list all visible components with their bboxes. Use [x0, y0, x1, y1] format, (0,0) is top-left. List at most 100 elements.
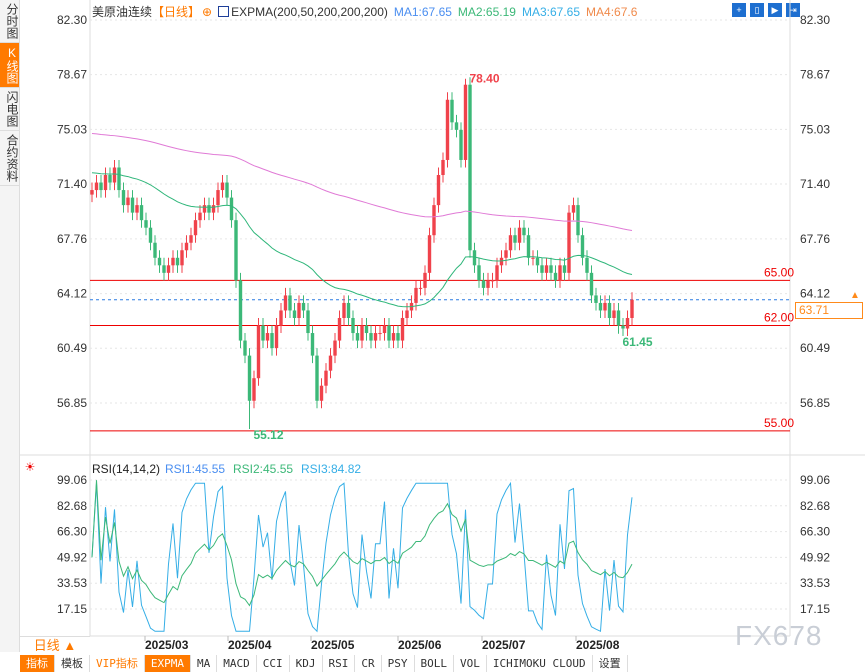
high-annotation: 78.40: [470, 72, 500, 86]
rsi3-value: RSI3:84.82: [301, 462, 361, 476]
candle-body: [549, 265, 553, 273]
candle-body: [333, 340, 337, 356]
candle-body: [216, 190, 220, 206]
indicator-tab[interactable]: MA: [191, 655, 218, 672]
price-tick-right: 78.67: [800, 68, 830, 82]
candle-body: [184, 242, 189, 251]
tab-contract-info[interactable]: 合约资料: [0, 131, 19, 186]
price-level-label: 65.00: [764, 265, 794, 279]
indicator-tab[interactable]: 指标: [20, 655, 55, 672]
candle-body: [418, 287, 423, 289]
add-icon[interactable]: ⊕: [202, 5, 213, 19]
candle-body: [90, 190, 94, 195]
rsi-tick-left: 99.06: [57, 473, 87, 487]
rsi1-line: [91, 480, 633, 607]
price-tick-left: 67.76: [57, 232, 87, 246]
candle-body: [252, 378, 256, 401]
candle-body: [378, 333, 382, 335]
candle-body: [594, 295, 598, 303]
ma4-value: MA4:67.6: [586, 5, 638, 19]
candle-body: [247, 355, 252, 401]
candle-body: [103, 175, 108, 191]
last-price-tag: 63.71: [795, 302, 863, 319]
candle-body: [382, 325, 387, 334]
candle-body: [567, 212, 571, 273]
indicator-tab[interactable]: MACD: [217, 655, 257, 672]
candle-body: [265, 333, 270, 341]
crosshair-icon[interactable]: +: [732, 3, 746, 17]
indicator-tab[interactable]: VOL: [454, 655, 487, 672]
indicator-tab[interactable]: CR: [355, 655, 382, 672]
indicator-name[interactable]: EXPMA(200,50,200,200,200): [231, 5, 388, 19]
candle-body: [468, 84, 472, 251]
candle-body: [207, 205, 211, 213]
candle-body: [517, 227, 522, 243]
indicator-tab[interactable]: EXPMA: [144, 655, 191, 672]
candle-body: [441, 159, 445, 176]
rsi-tick-right: 49.92: [800, 550, 830, 564]
indicator-tab[interactable]: CCI: [257, 655, 290, 672]
indicator-icon[interactable]: [218, 6, 230, 17]
candle-body: [283, 295, 288, 311]
candle-body: [288, 295, 292, 311]
candle-body: [157, 257, 162, 266]
candle-body: [243, 340, 247, 356]
period-selector[interactable]: 日线 ▲: [20, 636, 90, 654]
price-level-label: 62.00: [764, 311, 794, 325]
candle-body: [225, 182, 229, 198]
ema50-line: [91, 172, 633, 308]
indicator-tab[interactable]: 模板: [55, 655, 90, 672]
tab-kline[interactable]: K线图: [0, 43, 19, 88]
candle-body: [616, 310, 621, 326]
candle-body: [351, 317, 355, 334]
zoom-range-icon[interactable]: ▯: [750, 3, 764, 17]
up-arrow-icon: ▲: [850, 290, 860, 301]
chart-header: 美原油连续【日线】 ⊕ EXPMA(200,50,200,200,200) MA1:6…: [92, 3, 643, 20]
tab-flash[interactable]: 闪电图: [0, 88, 19, 131]
rsi-settings-icon: ☀: [25, 460, 36, 474]
candle-body: [270, 333, 274, 349]
candle-body: [513, 235, 517, 243]
indicator-tab[interactable]: RSI: [323, 655, 356, 672]
rsi-tick-left: 49.92: [57, 550, 87, 564]
candle-body: [238, 280, 243, 341]
candle-body: [580, 235, 585, 258]
candle-body: [292, 310, 297, 318]
candle-body: [562, 265, 567, 273]
ma1-value: MA1:67.65: [393, 5, 452, 19]
price-tick-right: 75.03: [800, 122, 830, 136]
candle-body: [117, 167, 121, 191]
rsi-tick-left: 66.30: [57, 525, 87, 539]
candle-body: [472, 250, 477, 266]
rsi2-value: RSI2:45.55: [233, 462, 293, 476]
indicator-tab[interactable]: VIP指标: [90, 655, 145, 672]
candle-body: [297, 302, 301, 318]
candle-body: [220, 182, 225, 191]
indicator-tab[interactable]: BOLL: [415, 655, 454, 672]
candle-body: [99, 182, 103, 191]
indicator-tab[interactable]: ICHIMOKU CLOUD: [487, 655, 593, 672]
candle-body: [553, 272, 558, 281]
candle-body: [315, 355, 319, 401]
candle-body: [481, 280, 486, 288]
indicator-tab[interactable]: 设置: [593, 655, 628, 672]
indicator-tab[interactable]: PSY: [382, 655, 415, 672]
candle-body: [130, 197, 135, 213]
candle-body: [436, 175, 441, 206]
candle-body: [319, 385, 324, 401]
candle-body: [598, 302, 603, 311]
candle-body: [454, 122, 459, 130]
play-icon[interactable]: ▶: [768, 3, 782, 17]
candle-body: [405, 310, 409, 318]
candle-body: [531, 257, 535, 259]
candle-body: [432, 205, 436, 236]
tab-timeshare[interactable]: 分时图: [0, 0, 19, 43]
candle-body: [274, 325, 279, 349]
candle-body: [256, 325, 261, 379]
candle-body: [198, 212, 202, 221]
indicator-tab[interactable]: KDJ: [290, 655, 323, 672]
date-label: 2025/06: [398, 638, 442, 652]
candle-body: [121, 190, 126, 206]
price-tick-right: 67.76: [800, 232, 830, 246]
